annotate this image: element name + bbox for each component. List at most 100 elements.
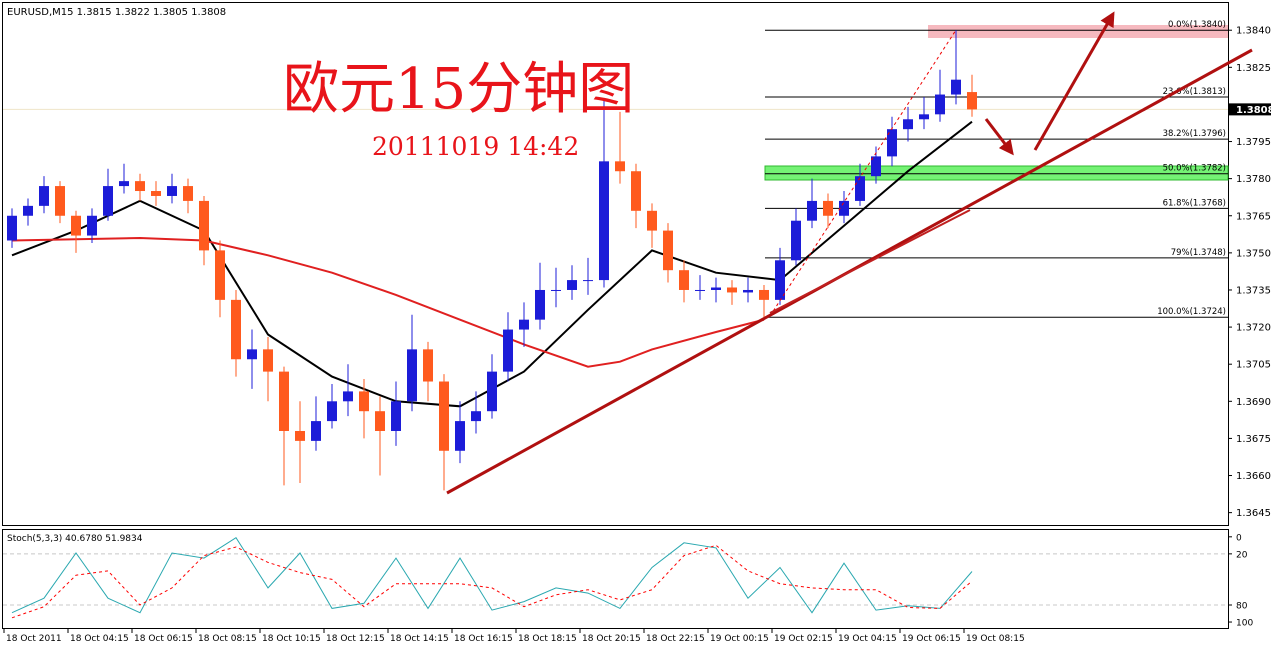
candle-body <box>839 200 849 216</box>
candle-body <box>887 129 897 157</box>
candle-body <box>647 210 657 231</box>
candle-body <box>391 401 401 431</box>
candle-body <box>855 176 865 201</box>
y-tick-label: 1.3840 <box>1236 26 1271 37</box>
y-tick-label: 1.3750 <box>1236 248 1271 259</box>
candle-body <box>407 349 417 402</box>
candle-body <box>279 371 289 431</box>
x-tick-label: 19 Oct 02:15 <box>774 634 833 644</box>
arrow-up <box>1033 11 1115 151</box>
support-zone <box>764 165 1229 181</box>
candle-body <box>151 191 161 196</box>
y-tick-label: 80 <box>1236 601 1248 611</box>
indicator-line <box>11 544 973 619</box>
x-tick-label: 18 Oct 06:15 <box>134 634 193 644</box>
candle-body <box>55 186 65 216</box>
x-tick-label: 18 Oct 18:15 <box>518 634 577 644</box>
candle-body <box>183 186 193 201</box>
x-tick-label: 18 Oct 08:15 <box>198 634 257 644</box>
candle-body <box>583 280 593 282</box>
candle-body <box>519 319 529 330</box>
candle-body <box>23 205 33 216</box>
price-panel <box>2 2 1229 526</box>
candle-body <box>231 299 241 360</box>
x-tick-label: 19 Oct 00:15 <box>710 634 769 644</box>
x-tick-label: 18 Oct 12:15 <box>326 634 385 644</box>
symbol-info: EURUSD,M15 1.3815 1.3822 1.3805 1.3808 <box>7 7 226 18</box>
y-tick-label: 1.3645 <box>1236 508 1271 519</box>
candle-body <box>7 215 17 241</box>
indicator-line <box>11 537 973 614</box>
x-tick-label: 19 Oct 08:15 <box>966 634 1025 644</box>
x-tick-label: 18 Oct 16:15 <box>454 634 513 644</box>
candle-body <box>903 119 913 130</box>
y-tick-label: 1.3660 <box>1236 471 1271 482</box>
candle-body <box>455 421 465 451</box>
candle-body <box>663 230 673 271</box>
candle-body <box>823 200 833 216</box>
candle-body <box>695 289 705 291</box>
fib-label: 38.2%(1.3796) <box>1163 129 1226 139</box>
x-tick-label: 19 Oct 06:15 <box>902 634 961 644</box>
candle-body <box>615 161 625 172</box>
fib-label: 61.8%(1.3768) <box>1163 198 1226 208</box>
y-tick-label: 1.3675 <box>1236 434 1271 445</box>
fib-anchor-line <box>769 29 957 317</box>
candle-body <box>567 280 577 290</box>
fib-label: 100.0%(1.3724) <box>1157 307 1226 317</box>
candle-body <box>631 171 641 211</box>
candle-body <box>871 156 881 177</box>
last-price-label: 1.3808 <box>1236 105 1272 116</box>
candle-body <box>119 181 129 187</box>
candle-body <box>935 94 945 115</box>
candle-body <box>215 250 225 300</box>
candle-body <box>967 92 977 110</box>
candle-body <box>199 200 209 251</box>
candle-body <box>103 186 113 216</box>
y-tick-label: 0 <box>1236 533 1242 543</box>
candle-body <box>359 391 369 412</box>
candle-body <box>39 186 49 206</box>
candle-body <box>711 287 721 290</box>
candle-body <box>423 349 433 382</box>
candle-body <box>759 289 769 300</box>
candle-body <box>535 289 545 320</box>
candle-body <box>727 287 737 293</box>
candle-body <box>679 270 689 290</box>
y-tick-label: 1.3705 <box>1236 360 1271 371</box>
y-tick-label: 1.3690 <box>1236 397 1271 408</box>
x-tick-label: 18 Oct 20:15 <box>582 634 641 644</box>
x-tick-label: 19 Oct 04:15 <box>838 634 897 644</box>
candle-body <box>743 289 753 293</box>
candle-body <box>247 349 257 360</box>
candle-body <box>791 220 801 261</box>
y-tick-label: 1.3735 <box>1236 285 1271 296</box>
candle-body <box>807 200 817 221</box>
trend-line-short <box>769 209 971 314</box>
y-tick-label: 1.3825 <box>1236 63 1271 74</box>
candle-body <box>951 79 961 95</box>
candle-body <box>775 260 785 300</box>
candle-body <box>599 161 609 281</box>
fib-label: 23.6%(1.3813) <box>1163 87 1226 97</box>
y-tick-label: 1.3780 <box>1236 174 1271 185</box>
x-tick-label: 18 Oct 10:15 <box>262 634 321 644</box>
arrow-down <box>984 118 1014 156</box>
candle-body <box>295 430 305 441</box>
resistance-zone <box>928 25 1228 38</box>
candle-body <box>87 215 97 236</box>
candle-body <box>263 349 273 372</box>
candle-body <box>503 329 513 372</box>
candle-body <box>487 371 497 412</box>
candle-body <box>343 391 353 402</box>
candle-body <box>311 421 321 441</box>
candle-body <box>919 114 929 120</box>
y-tick-label: 100 <box>1236 619 1253 629</box>
chart-subtitle: 20111019 14:42 <box>372 132 579 161</box>
candle-body <box>167 186 177 196</box>
stoch-panel <box>2 529 1229 629</box>
y-tick-label: 20 <box>1236 550 1248 560</box>
x-tick-label: 18 Oct 2011 <box>6 634 62 644</box>
stoch-title: Stoch(5,3,3) 40.6780 51.9834 <box>7 534 143 544</box>
